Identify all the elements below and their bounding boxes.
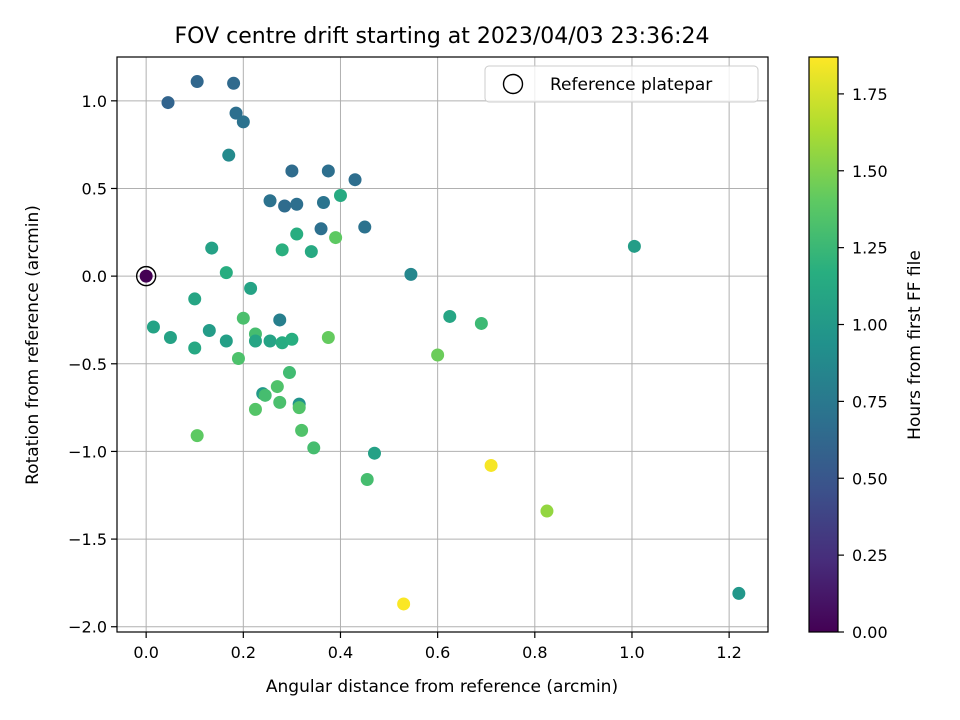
data-point (231, 352, 245, 366)
data-point (278, 199, 292, 213)
data-point (263, 194, 277, 208)
data-point (161, 96, 175, 110)
data-point (236, 115, 250, 129)
data-point (295, 423, 309, 437)
data-point (348, 173, 362, 187)
data-point (304, 245, 318, 259)
data-point (732, 586, 746, 600)
data-point (329, 231, 343, 245)
data-point (273, 313, 287, 327)
colorbar-tick-label: 1.25 (852, 239, 888, 258)
x-tick-label: 0.6 (425, 643, 450, 662)
colorbar-ticks: 0.00 0.25 0.50 0.75 1.00 1.25 1.50 1.75 (838, 85, 888, 642)
legend: Reference platepar (484, 65, 759, 103)
colorbar-frame (808, 56, 839, 633)
y-axis-ticks: 1.0 0.5 0.0 −0.5 −1.0 −1.5 −2.0 (68, 92, 117, 637)
data-point (229, 106, 243, 120)
legend-marker-icon (502, 73, 524, 95)
data-point (244, 281, 258, 295)
data-point (333, 188, 347, 202)
y-tick-label: 1.0 (82, 92, 107, 111)
plot-frame (116, 56, 769, 633)
data-point (358, 220, 372, 234)
data-point (282, 366, 296, 380)
legend-entry: Reference platepar (550, 75, 712, 95)
data-point (146, 320, 160, 334)
data-point (219, 266, 233, 280)
data-point (139, 269, 153, 283)
data-point (404, 267, 418, 281)
data-point (290, 227, 304, 241)
grid-lines (117, 57, 768, 632)
colorbar-tick-label: 0.00 (852, 623, 888, 642)
data-point (190, 429, 204, 443)
data-point (270, 380, 284, 394)
colorbar (809, 57, 838, 632)
x-tick-label: 0.8 (522, 643, 547, 662)
colorbar-tick-label: 0.25 (852, 546, 888, 565)
y-tick-label: −1.0 (68, 442, 107, 461)
data-point (205, 241, 219, 255)
data-point (263, 334, 277, 348)
data-point (484, 458, 498, 472)
y-tick-label: −1.5 (68, 530, 107, 549)
data-point (163, 330, 177, 344)
reference-marker (135, 265, 157, 287)
x-axis-ticks: 0.0 0.2 0.4 0.6 0.8 1.0 1.2 (133, 632, 742, 662)
data-point (219, 334, 233, 348)
legend-box (484, 65, 759, 103)
data-point (188, 341, 202, 355)
x-tick-label: 1.0 (619, 643, 644, 662)
colorbar-tick-label: 1.75 (852, 85, 888, 104)
colorbar-label: Hours from first FF file (905, 250, 925, 440)
x-tick-label: 1.2 (716, 643, 741, 662)
y-tick-label: 0.0 (82, 267, 107, 286)
chart-title: FOV centre drift starting at 2023/04/03 … (175, 24, 710, 49)
data-point (202, 323, 216, 337)
y-axis-label: Rotation from reference (arcmin) (23, 205, 43, 485)
data-point (474, 316, 488, 330)
data-point (188, 292, 202, 306)
colorbar-tick-label: 0.75 (852, 392, 888, 411)
data-point (627, 239, 641, 253)
data-point (316, 196, 330, 210)
y-tick-label: 0.5 (82, 179, 107, 198)
data-point (307, 441, 321, 455)
y-tick-label: −0.5 (68, 355, 107, 374)
data-point (431, 348, 445, 362)
data-point (290, 197, 304, 211)
colorbar-tick-label: 0.50 (852, 469, 888, 488)
x-tick-label: 0.4 (328, 643, 353, 662)
reference-platepar-point (135, 265, 157, 287)
data-point (321, 330, 335, 344)
colorbar-tick-label: 1.00 (852, 316, 888, 335)
data-point (236, 311, 250, 325)
data-point (222, 148, 236, 162)
data-point (367, 446, 381, 460)
data-point (360, 472, 374, 486)
data-point (540, 504, 554, 518)
y-tick-label: −2.0 (68, 618, 107, 637)
data-points (139, 75, 746, 611)
data-point (292, 401, 306, 415)
x-axis-label: Angular distance from reference (arcmin) (266, 677, 618, 697)
data-point (443, 309, 457, 323)
data-point (275, 243, 289, 257)
data-point (285, 332, 299, 346)
data-point (248, 402, 262, 416)
x-tick-label: 0.2 (231, 643, 256, 662)
data-point (190, 75, 204, 89)
x-tick-label: 0.0 (133, 643, 158, 662)
data-point (273, 395, 287, 409)
colorbar-tick-label: 1.50 (852, 162, 888, 181)
data-point (258, 388, 272, 402)
data-point (248, 334, 262, 348)
data-point (227, 76, 241, 90)
data-point (321, 164, 335, 178)
data-point (285, 164, 299, 178)
data-point (397, 597, 411, 611)
data-point (314, 222, 328, 236)
